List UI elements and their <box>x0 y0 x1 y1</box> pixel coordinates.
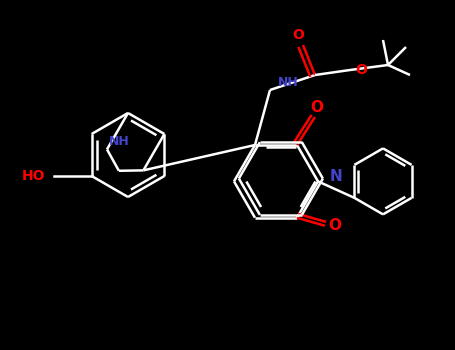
Text: N: N <box>330 169 343 184</box>
Text: O: O <box>329 218 342 233</box>
Text: O: O <box>292 28 304 42</box>
Text: O: O <box>310 99 324 114</box>
Text: HO: HO <box>22 169 46 183</box>
Text: NH: NH <box>109 135 130 148</box>
Text: NH: NH <box>278 76 299 89</box>
Text: O: O <box>355 63 367 77</box>
